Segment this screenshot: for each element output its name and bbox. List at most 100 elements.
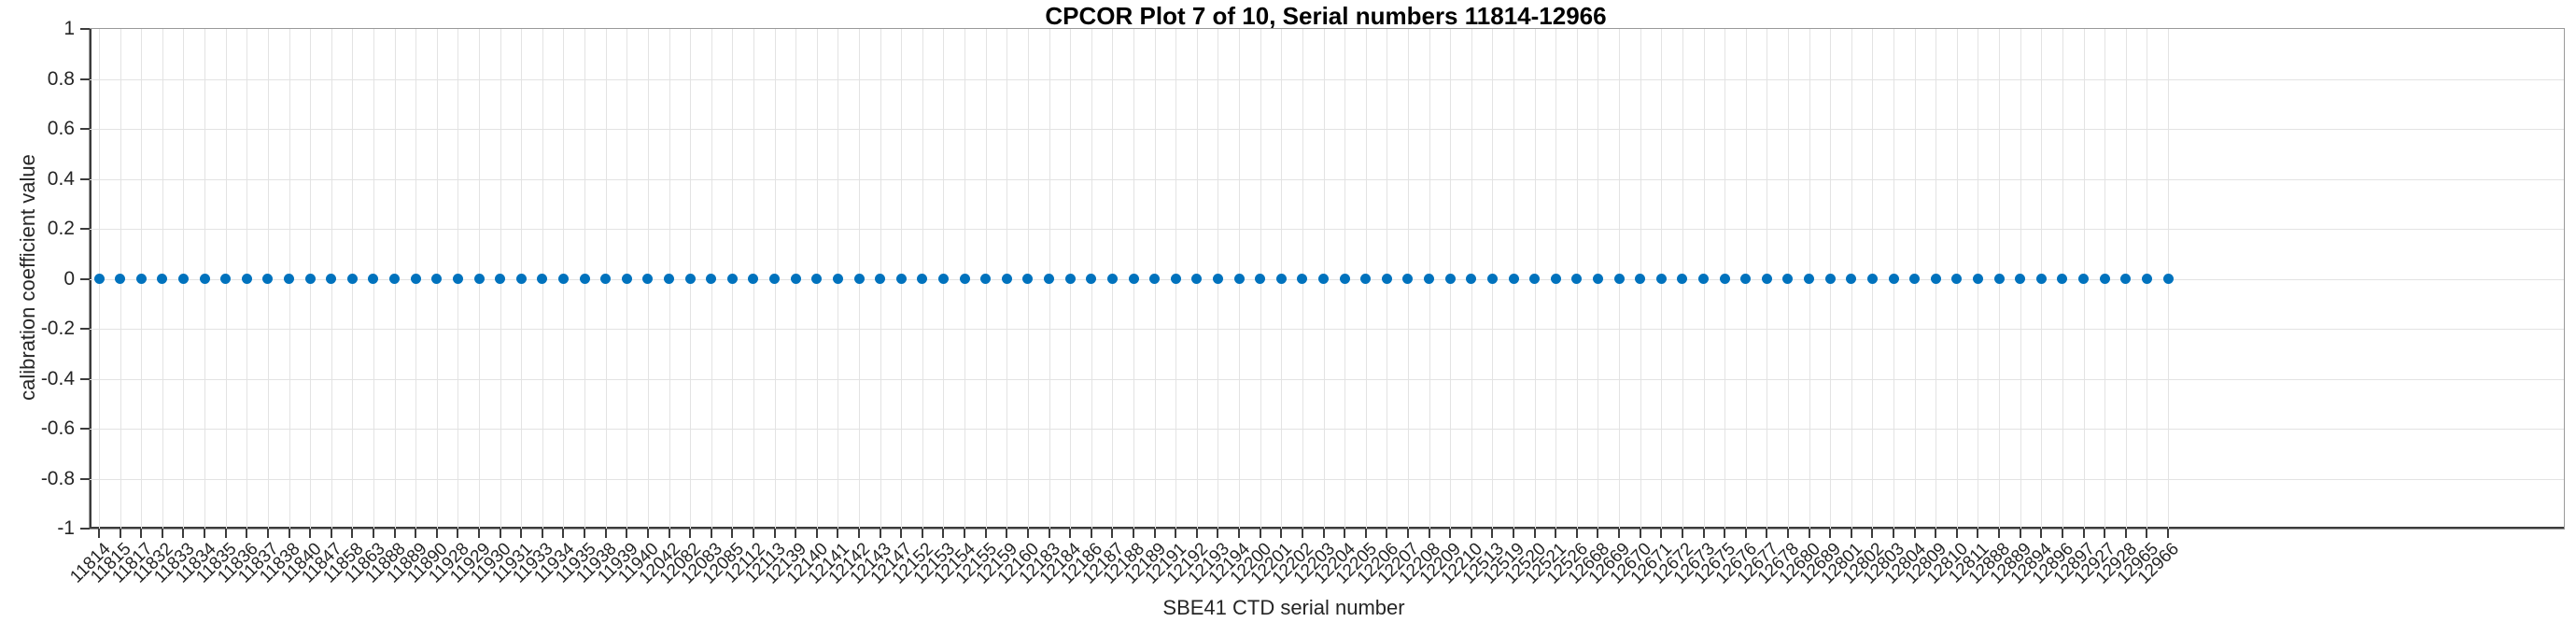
y-tick-mark	[80, 277, 90, 280]
data-point	[1740, 274, 1752, 284]
data-point	[642, 274, 654, 284]
data-point	[115, 274, 126, 284]
y-axis-label: calibration coefficient value	[16, 154, 39, 401]
x-tick-mark	[1998, 529, 2001, 538]
data-point	[621, 274, 632, 284]
data-point	[326, 274, 337, 284]
data-point	[1677, 274, 1688, 284]
data-point	[1318, 274, 1329, 284]
data-point	[346, 274, 358, 284]
data-point	[1782, 274, 1794, 284]
x-tick-mark	[626, 529, 628, 538]
x-tick-mark	[1639, 529, 1641, 538]
h-gridline	[90, 429, 2564, 430]
y-tick-mark	[80, 78, 90, 80]
x-tick-mark	[604, 529, 607, 538]
data-point	[600, 274, 612, 284]
x-tick-mark	[562, 529, 565, 538]
x-tick-mark	[330, 529, 332, 538]
data-point	[980, 274, 992, 284]
x-tick-mark	[119, 529, 121, 538]
x-tick-mark	[246, 529, 248, 538]
x-tick-mark	[2167, 529, 2169, 538]
y-tick-label: -0.8	[40, 467, 75, 489]
x-tick-mark	[1428, 529, 1430, 538]
h-gridline	[90, 329, 2564, 330]
data-point	[1360, 274, 1372, 284]
y-tick-mark	[80, 377, 90, 380]
data-point	[1255, 274, 1266, 284]
data-point	[1339, 274, 1350, 284]
data-point	[1106, 274, 1118, 284]
x-tick-mark	[1491, 529, 1494, 538]
x-tick-mark	[689, 529, 692, 538]
x-tick-mark	[1744, 529, 1747, 538]
x-tick-mark	[584, 529, 586, 538]
x-tick-mark	[1406, 529, 1409, 538]
data-point	[959, 274, 970, 284]
x-tick-mark	[1386, 529, 1388, 538]
y-tick-mark	[80, 477, 90, 480]
data-point	[1529, 274, 1541, 284]
data-point	[515, 274, 527, 284]
x-tick-mark	[1006, 529, 1008, 538]
data-point	[304, 274, 316, 284]
data-point	[495, 274, 506, 284]
data-point	[1592, 274, 1603, 284]
x-tick-mark	[2104, 529, 2106, 538]
data-point	[1698, 274, 1710, 284]
h-gridline	[90, 229, 2564, 230]
x-tick-mark	[1217, 529, 1219, 538]
x-tick-mark	[372, 529, 374, 538]
x-tick-mark	[1555, 529, 1557, 538]
y-tick-label: -0.4	[40, 367, 75, 389]
x-axis-line	[90, 527, 2564, 529]
x-tick-mark	[393, 529, 396, 538]
data-point	[1846, 274, 1857, 284]
h-gridline	[90, 478, 2564, 480]
data-point	[2162, 274, 2174, 284]
y-tick-mark	[80, 528, 90, 530]
data-point	[1866, 274, 1878, 284]
y-tick-mark	[80, 228, 90, 230]
x-tick-mark	[182, 529, 185, 538]
data-point	[1212, 274, 1223, 284]
y-tick-label: 0.4	[47, 167, 75, 190]
data-point	[1993, 274, 2005, 284]
data-point	[684, 274, 696, 284]
data-point	[1149, 274, 1161, 284]
x-axis-label: SBE41 CTD serial number	[1162, 596, 1405, 619]
x-tick-mark	[1597, 529, 1599, 538]
data-point	[1191, 274, 1203, 284]
data-point	[1613, 274, 1625, 284]
x-tick-mark	[1513, 529, 1515, 538]
data-point	[1550, 274, 1561, 284]
x-tick-mark	[1133, 529, 1134, 538]
x-tick-mark	[1301, 529, 1303, 538]
x-tick-mark	[1344, 529, 1346, 538]
x-tick-mark	[435, 529, 438, 538]
data-point	[557, 274, 569, 284]
data-point	[1824, 274, 1836, 284]
x-tick-mark	[1871, 529, 1874, 538]
h-gridline	[90, 78, 2564, 80]
x-tick-mark	[1533, 529, 1536, 538]
x-tick-mark	[1977, 529, 1979, 538]
x-tick-mark	[98, 529, 100, 538]
x-tick-mark	[309, 529, 312, 538]
data-point	[1022, 274, 1034, 284]
x-tick-mark	[1195, 529, 1198, 538]
data-point	[1508, 274, 1519, 284]
x-tick-mark	[541, 529, 543, 538]
data-point	[706, 274, 717, 284]
data-point	[1761, 274, 1772, 284]
x-tick-mark	[1322, 529, 1325, 538]
x-tick-mark	[858, 529, 861, 538]
data-point	[2120, 274, 2132, 284]
data-point	[1804, 274, 1815, 284]
data-point	[895, 274, 907, 284]
x-tick-mark	[1153, 529, 1156, 538]
x-tick-mark	[1702, 529, 1705, 538]
x-tick-mark	[351, 529, 354, 538]
